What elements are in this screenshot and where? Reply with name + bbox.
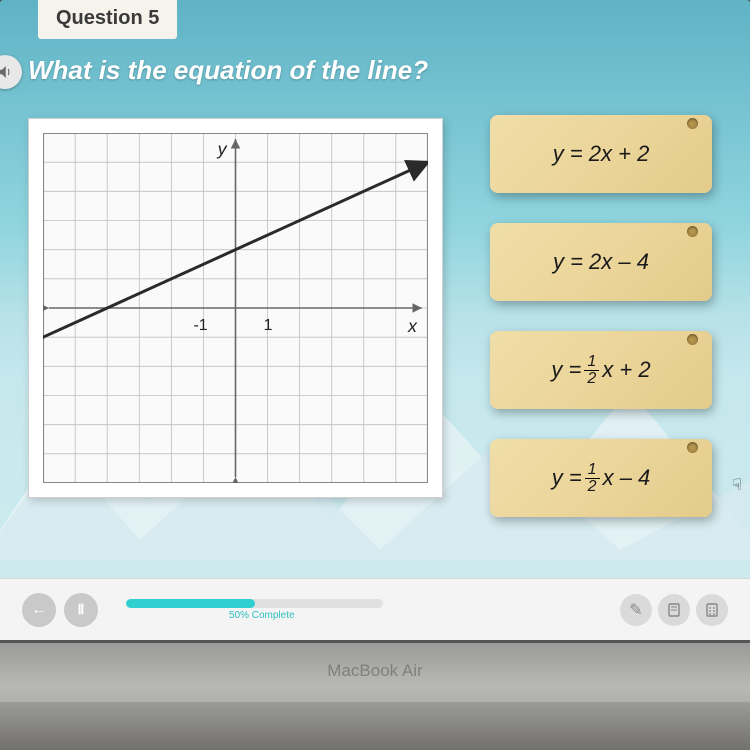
pencil-icon: ✎	[629, 600, 642, 620]
graph-panel: y x -1 1	[28, 118, 443, 498]
laptop-bezel: MacBook Air	[0, 640, 750, 750]
pencil-tool-button[interactable]: ✎	[620, 594, 652, 626]
bottom-toolbar: ← Ⅱ 50% Complete ✎	[0, 578, 750, 640]
answer-option-2[interactable]: y = 2x – 4	[490, 223, 712, 301]
pause-button[interactable]: Ⅱ	[64, 593, 98, 627]
graph: y x -1 1	[43, 133, 428, 483]
quiz-screen: Question 5 What is the equation of the l…	[0, 0, 750, 640]
progress-fill	[126, 599, 255, 608]
audio-button[interactable]	[0, 55, 22, 89]
progress-bar	[126, 599, 383, 608]
question-prompt: What is the equation of the line?	[28, 55, 428, 86]
svg-text:x: x	[407, 316, 418, 336]
progress-area: 50% Complete	[126, 599, 594, 621]
answer-option-3[interactable]: y = 12x + 2	[490, 331, 712, 409]
back-button[interactable]: ←	[22, 593, 56, 627]
answer-option-1[interactable]: y = 2x + 2	[490, 115, 712, 193]
laptop-brand-label: MacBook Air	[327, 661, 422, 681]
back-icon: ←	[31, 601, 47, 619]
keyboard-area	[0, 702, 750, 750]
progress-label: 50% Complete	[229, 610, 295, 621]
notes-tool-button[interactable]	[658, 594, 690, 626]
svg-text:1: 1	[264, 317, 273, 334]
svg-text:y: y	[216, 139, 228, 159]
answer-list: y = 2x + 2 y = 2x – 4 y = 12x + 2 y = 12x –…	[490, 115, 712, 517]
answer-option-4[interactable]: y = 12x – 4	[490, 439, 712, 517]
calculator-tool-button[interactable]	[696, 594, 728, 626]
calculator-icon	[704, 602, 720, 618]
speaker-icon	[0, 63, 14, 81]
pointer-cursor-icon: ☟	[732, 475, 742, 495]
svg-text:-1: -1	[193, 317, 207, 334]
notes-icon	[666, 602, 682, 618]
question-tab: Question 5	[38, 0, 177, 39]
pause-icon: Ⅱ	[78, 601, 85, 618]
